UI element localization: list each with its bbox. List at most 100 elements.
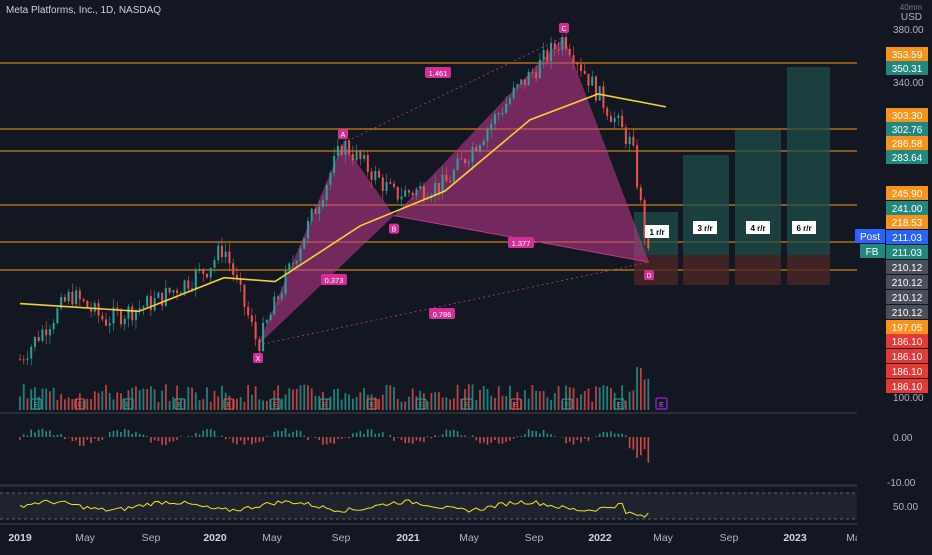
- volume-bar: [490, 396, 492, 410]
- macd-bar: [87, 437, 89, 440]
- volume-bar: [502, 396, 504, 410]
- rr-stop-box-2: [683, 255, 729, 285]
- macd-bar: [509, 437, 511, 441]
- candle-body: [68, 292, 70, 301]
- y-tick-label-3: 100.00: [893, 393, 924, 404]
- macd-bar: [554, 436, 556, 437]
- candle-body: [322, 200, 324, 207]
- macd-bar: [345, 437, 347, 438]
- macd-bar: [128, 430, 130, 437]
- candle-body: [247, 307, 249, 315]
- macd-bar: [606, 432, 608, 437]
- macd-bar: [539, 433, 541, 437]
- volume-bar: [401, 402, 403, 410]
- rr-label-4: 6 r/r: [796, 224, 811, 233]
- candle-body: [34, 337, 36, 347]
- volume-bar: [90, 399, 92, 410]
- volume-bar: [143, 388, 145, 410]
- candle-body: [213, 260, 215, 268]
- macd-bar: [202, 431, 204, 437]
- candle-body: [423, 186, 425, 199]
- macd-bar: [191, 436, 193, 437]
- candle-body: [75, 290, 77, 304]
- candle-body: [228, 252, 230, 264]
- volume-bar: [120, 393, 122, 410]
- macd-bar: [23, 434, 25, 437]
- macd-bar: [199, 434, 201, 437]
- volume-bar: [442, 398, 444, 410]
- candle-body: [83, 299, 85, 301]
- volume-bar: [240, 397, 242, 410]
- volume-bar: [251, 395, 253, 410]
- candle-body: [187, 280, 189, 288]
- volume-bar: [483, 386, 485, 410]
- candle-body: [442, 175, 444, 193]
- x-tick-label-1: 2019: [8, 532, 32, 544]
- rr-stop-box-4: [787, 255, 830, 285]
- candle-body: [625, 127, 627, 144]
- volume-bar: [498, 386, 500, 410]
- symbol-title: Meta Platforms, Inc., 1D, NASDAQ: [6, 5, 161, 16]
- x-tick-label-5: May: [262, 532, 283, 544]
- currency-label: 40mm USD: [900, 3, 922, 23]
- macd-bar: [648, 437, 650, 463]
- macd-bar: [139, 434, 141, 437]
- candle-body: [41, 330, 43, 341]
- macd-bar: [27, 436, 29, 437]
- volume-bar: [625, 401, 627, 410]
- macd-bar: [517, 436, 519, 437]
- macd-bar: [285, 428, 287, 437]
- candle-body: [513, 87, 515, 98]
- volume-bar: [588, 388, 590, 410]
- candle-body: [169, 288, 171, 293]
- macd-bar: [393, 437, 395, 441]
- volume-bar: [139, 390, 141, 410]
- candle-body: [472, 147, 474, 162]
- price-badge-label-14: 210.12: [892, 293, 923, 304]
- candle-body: [288, 264, 290, 271]
- volume-bar: [247, 385, 249, 410]
- volume-bar: [610, 388, 612, 410]
- macd-bar: [150, 437, 152, 443]
- candle-body: [180, 293, 182, 294]
- candle-body: [71, 292, 73, 304]
- candle-body: [501, 113, 503, 114]
- volume-bar: [71, 399, 73, 410]
- volume-bar: [202, 399, 204, 410]
- candle-body: [494, 114, 496, 123]
- volume-bar: [285, 395, 287, 410]
- macd-bar: [423, 437, 425, 442]
- candle-body: [236, 275, 238, 278]
- macd-bar: [341, 437, 343, 439]
- macd-bar: [625, 435, 627, 437]
- volume-bar: [150, 386, 152, 410]
- volume-bar: [348, 394, 350, 410]
- macd-bar: [569, 437, 571, 442]
- macd-bar: [322, 437, 324, 445]
- candle-body: [19, 359, 21, 360]
- volume-bar: [386, 385, 388, 410]
- volume-bar: [53, 388, 55, 410]
- candle-body: [490, 124, 492, 130]
- macd-bar: [416, 437, 418, 440]
- macd-bar: [457, 431, 459, 437]
- candle-body: [56, 308, 58, 323]
- macd-bar: [389, 435, 391, 437]
- volume-bar: [311, 388, 313, 410]
- pattern-point-label-d: D: [646, 273, 651, 280]
- candle-body: [195, 271, 197, 288]
- macd-bar: [502, 437, 504, 444]
- candle-body: [543, 50, 545, 60]
- macd-bar: [131, 434, 133, 437]
- price-badge-label-13: 210.12: [892, 278, 923, 289]
- rr-stop-box-3: [735, 255, 781, 285]
- macd-bar: [176, 437, 178, 440]
- candle-body: [636, 145, 638, 187]
- macd-bar: [603, 432, 605, 437]
- macd-bar: [360, 431, 362, 437]
- candle-body: [165, 288, 167, 306]
- candle-body: [329, 173, 331, 185]
- candle-body: [49, 329, 51, 335]
